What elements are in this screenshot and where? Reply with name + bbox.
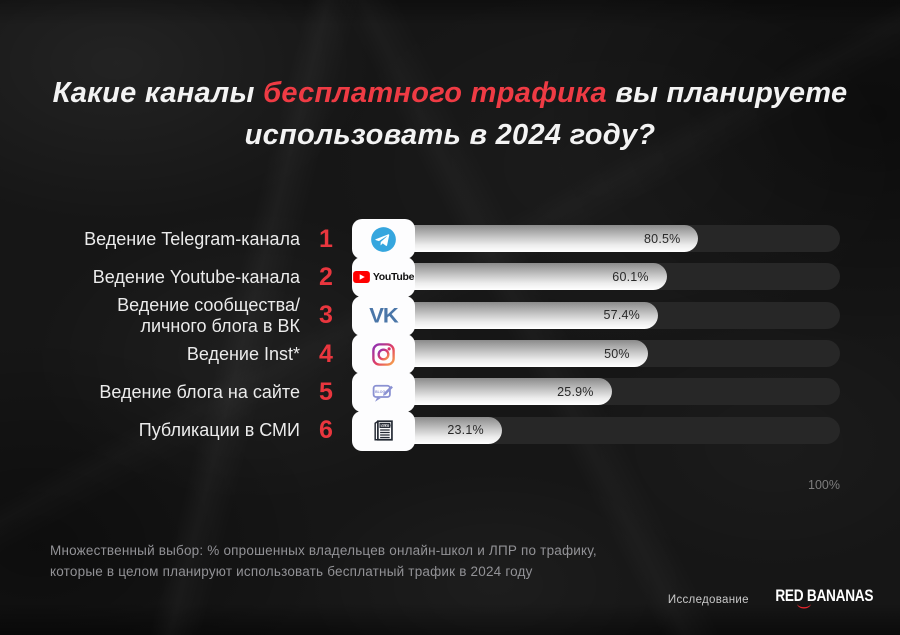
credit: Исследование RED BANANAS (668, 587, 873, 613)
instagram-icon (352, 334, 415, 375)
row-label: Ведение сообщества/ личного блога в ВК (117, 294, 300, 336)
rank-number: 3 (319, 301, 333, 330)
row-label: Ведение Inst* (186, 343, 300, 364)
youtube-icon: YouTube (352, 257, 415, 298)
chart-row-youtube: Ведение Youtube-канала 2 60.1% YouTube (50, 257, 840, 298)
rank-number: 2 (319, 262, 333, 291)
title-line2: использовать в 2024 году? (244, 119, 656, 151)
bar: 23.1% NEWS (352, 410, 840, 451)
footnote: Множественный выбор: % опрошенных владел… (50, 543, 597, 579)
news-icon: NEWS (352, 410, 415, 451)
bar-value-label: 50% (604, 346, 630, 361)
row-label: Ведение Youtube-канала (92, 266, 300, 287)
chart-row-smi: Публикации в СМИ 6 23.1% NEWS (50, 410, 840, 451)
bar: 60.1% YouTube (352, 257, 840, 298)
telegram-icon (352, 219, 415, 260)
blog-icon: BLOG (352, 372, 415, 413)
rank-number: 1 (319, 224, 333, 253)
rank-number: 5 (319, 377, 333, 406)
title-highlight: бесплатного трафика (254, 77, 616, 109)
chart-row-vk: Ведение сообщества/ личного блога в ВК 3… (50, 294, 840, 336)
credit-label: Исследование (667, 594, 749, 606)
bar: 50% (352, 334, 840, 375)
bar-value-label: 23.1% (447, 423, 484, 438)
bar: 80.5% (352, 219, 840, 260)
chart-row-telegram: Ведение Telegram-канала 1 80.5% (50, 219, 840, 260)
bar-value-label: 60.1% (612, 269, 649, 284)
banana-smile-icon (796, 604, 811, 609)
row-label: Ведение Telegram-канала (84, 228, 300, 249)
bar-value-label: 25.9% (557, 384, 594, 399)
title-tail: вы планируете (615, 77, 848, 109)
svg-text:BLOG: BLOG (375, 390, 385, 394)
chart-row-instagram: Ведение Inst* 4 50% (50, 334, 840, 375)
row-label: Публикации в СМИ (138, 420, 300, 441)
bar-value-label: 80.5% (644, 231, 681, 246)
brand-name: RED BANANAS (775, 587, 873, 606)
vk-icon: VK (352, 295, 415, 336)
svg-text:NEWS: NEWS (381, 424, 392, 428)
bar: 57.4% VK (352, 295, 840, 336)
chart-row-blog: Ведение блога на сайте 5 25.9% BLOG (50, 372, 840, 413)
title-lead: Какие каналы (52, 77, 255, 109)
bar-value-label: 57.4% (603, 308, 640, 323)
page-title: Какие каналы бесплатного трафика вы план… (0, 72, 900, 156)
row-label: Ведение блога на сайте (99, 381, 300, 402)
axis-max-label: 100% (808, 478, 840, 492)
rank-number: 4 (319, 339, 333, 368)
rank-number: 6 (319, 416, 333, 445)
bar: 25.9% BLOG (352, 372, 840, 413)
bar-chart: Ведение Telegram-канала 1 80.5% Ведение … (50, 219, 840, 451)
red-bananas-logo: RED BANANAS (762, 587, 873, 613)
